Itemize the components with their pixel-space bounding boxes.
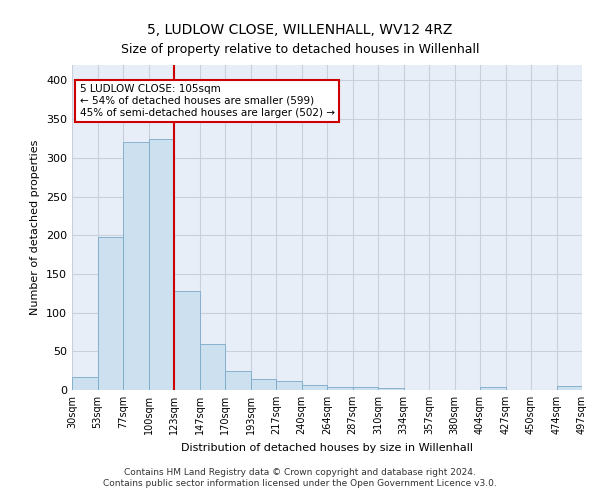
Bar [378, 388, 404, 390]
Bar [327, 387, 353, 390]
Text: 5 LUDLOW CLOSE: 105sqm
← 54% of detached houses are smaller (599)
45% of semi-de: 5 LUDLOW CLOSE: 105sqm ← 54% of detached… [80, 84, 335, 117]
Y-axis label: Number of detached properties: Number of detached properties [31, 140, 40, 315]
Text: Contains HM Land Registry data © Crown copyright and database right 2024.
Contai: Contains HM Land Registry data © Crown c… [103, 468, 497, 487]
Bar [276, 380, 302, 390]
X-axis label: Distribution of detached houses by size in Willenhall: Distribution of detached houses by size … [181, 442, 473, 452]
Bar [557, 386, 582, 390]
Bar [72, 377, 97, 390]
Bar [302, 384, 327, 390]
Bar [251, 379, 276, 390]
Bar [149, 138, 174, 390]
Bar [480, 387, 505, 390]
Bar [123, 142, 149, 390]
Bar [353, 387, 378, 390]
Bar [225, 370, 251, 390]
Text: 5, LUDLOW CLOSE, WILLENHALL, WV12 4RZ: 5, LUDLOW CLOSE, WILLENHALL, WV12 4RZ [148, 22, 452, 36]
Bar [97, 237, 123, 390]
Bar [199, 344, 225, 390]
Text: Size of property relative to detached houses in Willenhall: Size of property relative to detached ho… [121, 42, 479, 56]
Bar [174, 291, 199, 390]
